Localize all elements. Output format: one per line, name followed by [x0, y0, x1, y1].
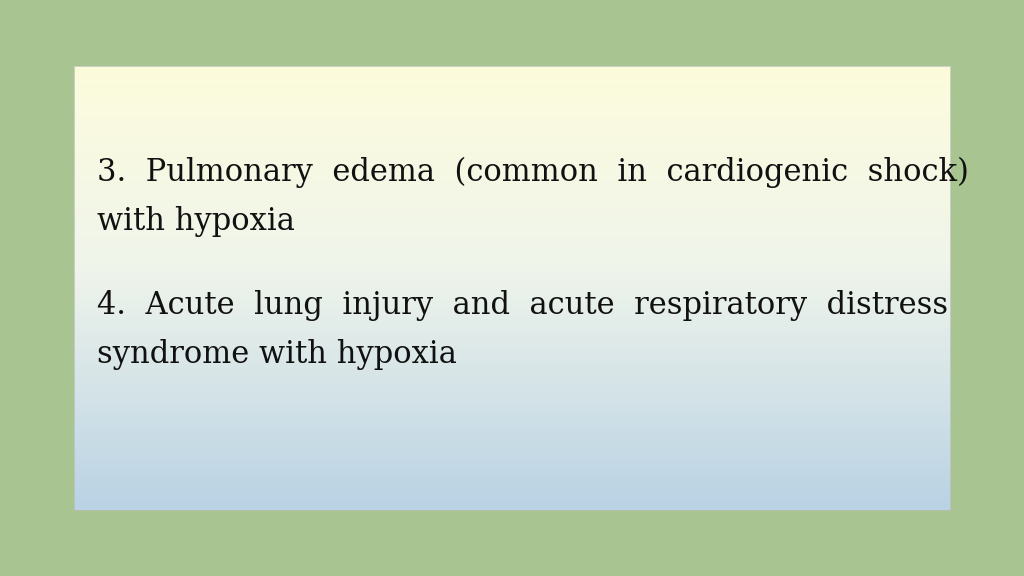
Text: 3.  Pulmonary  edema  (common  in  cardiogenic  shock): 3. Pulmonary edema (common in cardiogeni… [97, 157, 969, 188]
Text: with hypoxia: with hypoxia [97, 206, 295, 237]
Bar [74, 66, 950, 510]
Text: 4.  Acute  lung  injury  and  acute  respiratory  distress: 4. Acute lung injury and acute respirato… [97, 290, 948, 321]
Text: syndrome with hypoxia: syndrome with hypoxia [97, 339, 457, 370]
